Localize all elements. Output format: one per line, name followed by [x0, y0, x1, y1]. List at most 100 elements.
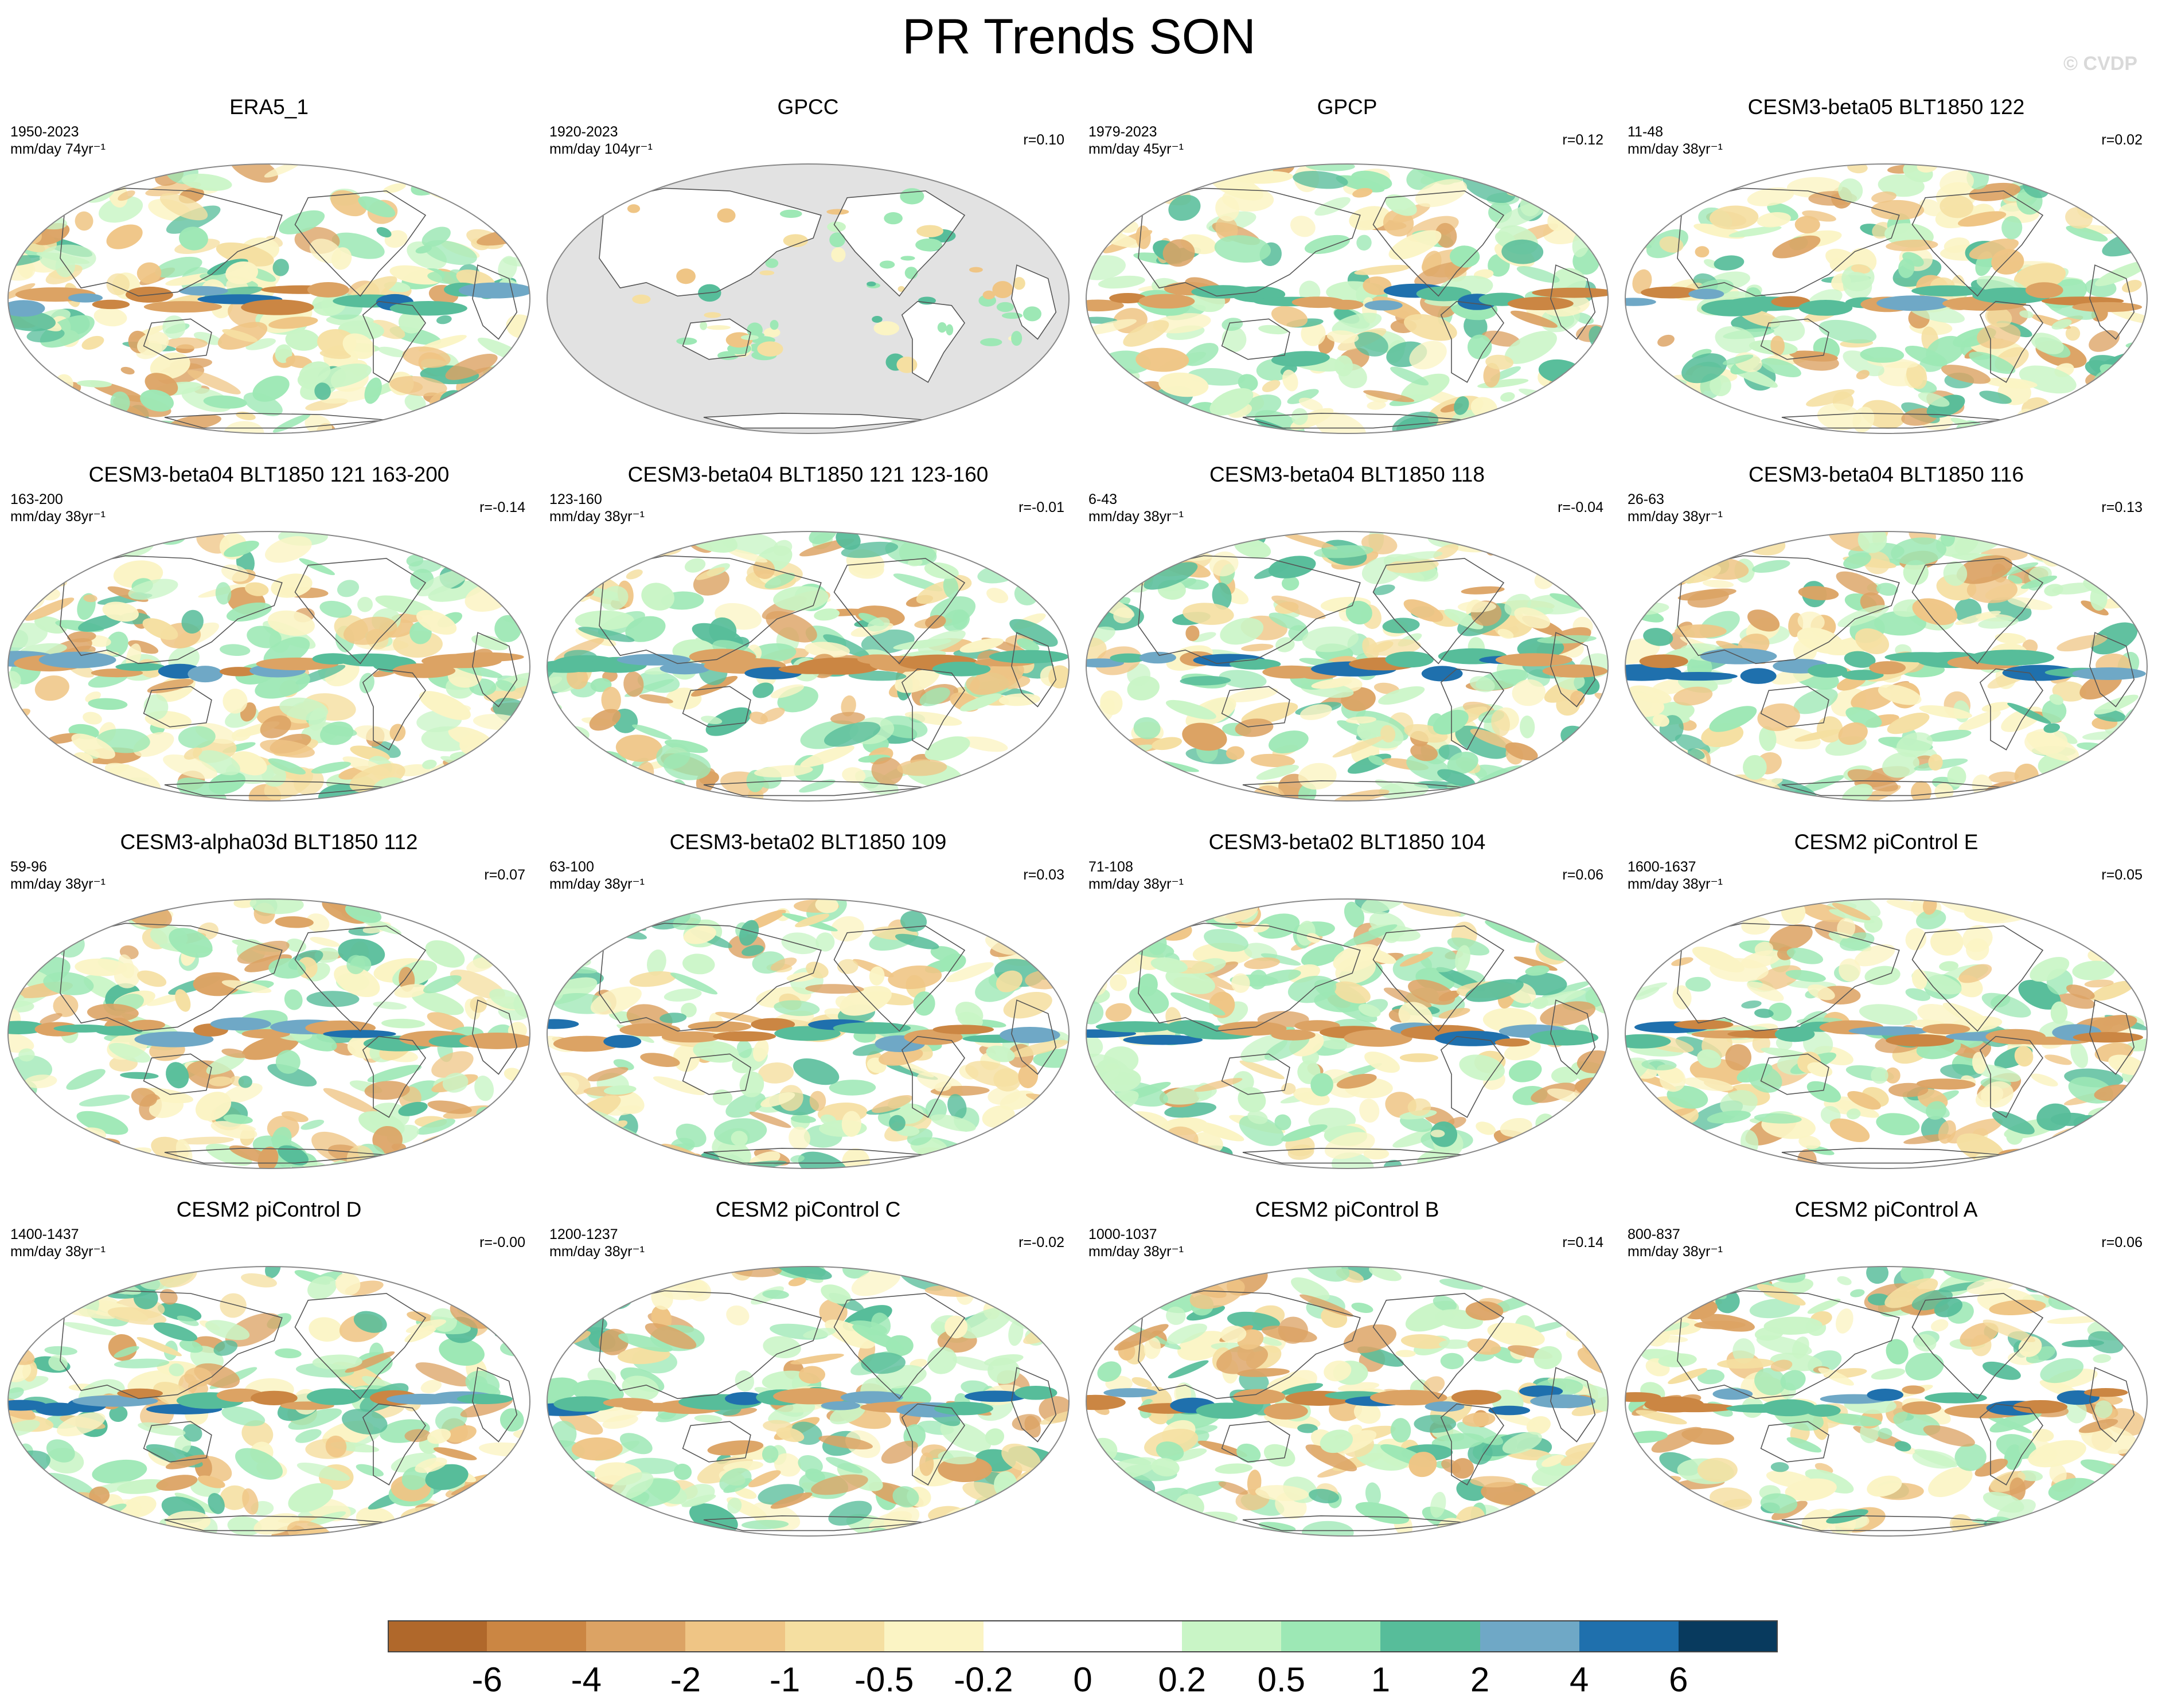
coastline: [1440, 300, 1504, 383]
trend-blob: [1104, 202, 1141, 213]
trend-blob: [1403, 599, 1443, 622]
panel-units: mm/day 38yr⁻¹: [549, 876, 645, 892]
trend-blob: [1702, 580, 1734, 588]
trend-blob: [1741, 1000, 1762, 1009]
trend-blob: [143, 694, 169, 720]
trend-blob: [114, 1346, 139, 1358]
trend-blob: [1807, 1299, 1841, 1314]
trend-blob: [2031, 1073, 2058, 1086]
panel-correlation: r=0.06: [1562, 867, 1603, 883]
trend-blob: [53, 552, 70, 576]
trend-blob: [477, 563, 518, 589]
map-border: [547, 163, 1070, 434]
trend-blob: [1667, 1085, 1708, 1109]
trend-blob: [8, 1304, 41, 1327]
trend-blob: [1512, 679, 1546, 706]
trend-blob: [961, 1380, 990, 1395]
trend-blob: [8, 761, 53, 787]
trend-blob: [960, 531, 1007, 538]
trend-blob: [1625, 205, 1634, 222]
trend-blob: [1807, 984, 1835, 1000]
trend-blob: [1305, 164, 1355, 171]
trend-blob: [569, 1499, 621, 1524]
trend-blob: [1983, 1319, 2036, 1342]
trend-blob: [1345, 716, 1376, 724]
trend-blob: [793, 1058, 840, 1085]
trend-blob: [872, 1095, 913, 1113]
trend-blob: [2118, 175, 2147, 198]
trend-blob: [879, 260, 895, 269]
trend-blob: [1086, 377, 1107, 386]
trend-blob: [1113, 607, 1133, 624]
trend-blob: [193, 331, 223, 345]
trend-blob: [1740, 668, 1777, 684]
trend-blob: [1385, 651, 1434, 668]
trend-blob: [1399, 1053, 1439, 1062]
trend-blob: [619, 1023, 681, 1037]
trend-blob: [1393, 551, 1443, 562]
trend-blob: [446, 1425, 477, 1443]
trend-blob: [1798, 300, 1853, 316]
trend-blob: [2072, 960, 2116, 980]
trend-blob: [947, 783, 986, 800]
trend-blob: [471, 635, 509, 651]
trend-blob: [594, 1504, 643, 1525]
trend-blob: [1378, 686, 1425, 705]
trend-blob: [2001, 216, 2023, 240]
trend-blob: [92, 1459, 147, 1484]
trend-blob: [985, 1428, 1005, 1445]
panel-years: 6-43: [1088, 491, 1118, 507]
trend-blob: [2132, 385, 2147, 402]
trend-blob: [1481, 1482, 1537, 1506]
trend-blob: [1785, 1478, 1837, 1501]
trend-blob: [1542, 664, 1608, 678]
trend-blob: [1263, 1402, 1308, 1420]
trend-blob: [897, 759, 947, 776]
trend-blob: [809, 1091, 826, 1111]
trend-blob: [955, 1267, 981, 1275]
trend-blob: [46, 1439, 75, 1463]
colorbar-swatch: [1281, 1620, 1381, 1652]
colorbar-label: 0.5: [1257, 1660, 1305, 1699]
trend-blob: [2117, 916, 2147, 926]
trend-blob: [830, 712, 865, 725]
trend-blob: [569, 768, 626, 790]
coastline: [1760, 686, 1829, 728]
coastline: [1221, 318, 1290, 360]
trend-blob: [1217, 1021, 1287, 1036]
trend-blob: [220, 644, 251, 656]
trend-blob: [670, 972, 718, 995]
trend-blob: [739, 1071, 764, 1097]
map-panel: CESM3-alpha03d BLT1850 112 59-96 mm/day 38…: [0, 830, 538, 1197]
trend-blob: [946, 324, 954, 336]
coastline: [682, 1421, 751, 1463]
coastline: [1011, 1367, 1057, 1443]
trend-blob: [1561, 1492, 1596, 1508]
trend-blob: [2051, 319, 2072, 330]
trend-blob: [1829, 257, 1845, 272]
trend-blob: [1792, 1336, 1809, 1359]
trend-blob: [995, 550, 1032, 570]
trend-blob: [1505, 742, 1538, 761]
trend-blob: [1408, 1452, 1437, 1478]
trend-blob: [1021, 743, 1069, 765]
panel-units: mm/day 38yr⁻¹: [1088, 876, 1184, 892]
trend-blob: [241, 1273, 277, 1288]
trend-blob: [1902, 1401, 1941, 1415]
trend-blob: [1636, 1521, 1687, 1536]
trend-blob: [40, 1013, 63, 1024]
trend-blob: [904, 267, 918, 279]
trend-blob: [1670, 1267, 1700, 1287]
trend-blob: [684, 558, 706, 573]
trend-blob: [770, 320, 779, 330]
trend-blob: [431, 1051, 474, 1078]
trend-blob: [930, 1114, 976, 1132]
trend-blob: [1465, 979, 1524, 1002]
trend-blob: [1854, 944, 1895, 967]
trend-blob: [222, 1083, 263, 1104]
trend-blob: [989, 650, 1069, 664]
coastlines: [1677, 555, 2135, 796]
trend-blob: [1298, 397, 1323, 411]
panel-title: CESM3-beta04 BLT1850 121 123-160: [627, 463, 989, 486]
trend-blob: [1922, 1023, 1970, 1035]
